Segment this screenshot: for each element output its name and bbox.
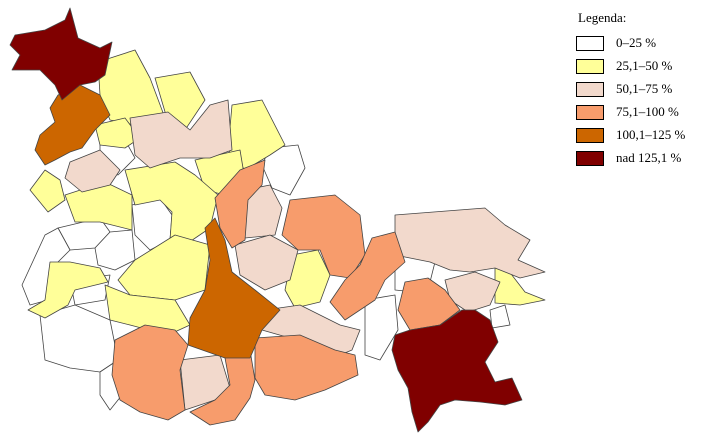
region bbox=[117, 234, 211, 301]
legend-title: Legenda: bbox=[578, 10, 627, 25]
legend-item: 75,1–100 % bbox=[576, 104, 706, 120]
region bbox=[397, 277, 461, 331]
legend-swatch bbox=[576, 127, 604, 143]
legend-label: 100,1–125 % bbox=[616, 127, 686, 142]
region bbox=[489, 304, 511, 329]
legend-swatch bbox=[576, 104, 604, 120]
legend-item: 0–25 % bbox=[576, 35, 706, 51]
region bbox=[234, 234, 299, 291]
region bbox=[129, 99, 233, 169]
region bbox=[104, 284, 191, 336]
region bbox=[214, 159, 266, 249]
legend-label: 50,1–75 % bbox=[616, 81, 673, 96]
region bbox=[364, 294, 399, 361]
legend-swatch bbox=[576, 150, 604, 166]
legend: Legenda: 0–25 % 25,1–50 % 50,1–75 % 75,1… bbox=[576, 10, 706, 173]
region bbox=[9, 7, 113, 101]
region bbox=[27, 261, 109, 319]
region bbox=[29, 169, 66, 213]
legend-label: 75,1–100 % bbox=[616, 104, 679, 119]
legend-item: 50,1–75 % bbox=[576, 81, 706, 97]
legend-swatch bbox=[576, 58, 604, 74]
region bbox=[329, 231, 406, 321]
legend-swatch bbox=[576, 35, 604, 51]
map-regions bbox=[9, 7, 546, 433]
region bbox=[39, 304, 119, 373]
region bbox=[254, 334, 359, 401]
region bbox=[394, 207, 546, 279]
region bbox=[261, 304, 361, 356]
region bbox=[34, 84, 111, 166]
region bbox=[189, 349, 256, 426]
legend-swatch bbox=[576, 81, 604, 97]
legend-item: 100,1–125 % bbox=[576, 127, 706, 143]
region bbox=[94, 117, 141, 149]
legend-label: nad 125,1 % bbox=[616, 150, 682, 165]
region bbox=[64, 149, 121, 193]
region bbox=[391, 309, 523, 433]
region bbox=[281, 194, 366, 279]
legend-item: 25,1–50 % bbox=[576, 58, 706, 74]
region bbox=[111, 324, 189, 421]
legend-label: 25,1–50 % bbox=[616, 58, 673, 73]
legend-label: 0–25 % bbox=[616, 35, 657, 50]
legend-item: nad 125,1 % bbox=[576, 150, 706, 166]
region bbox=[187, 217, 281, 359]
